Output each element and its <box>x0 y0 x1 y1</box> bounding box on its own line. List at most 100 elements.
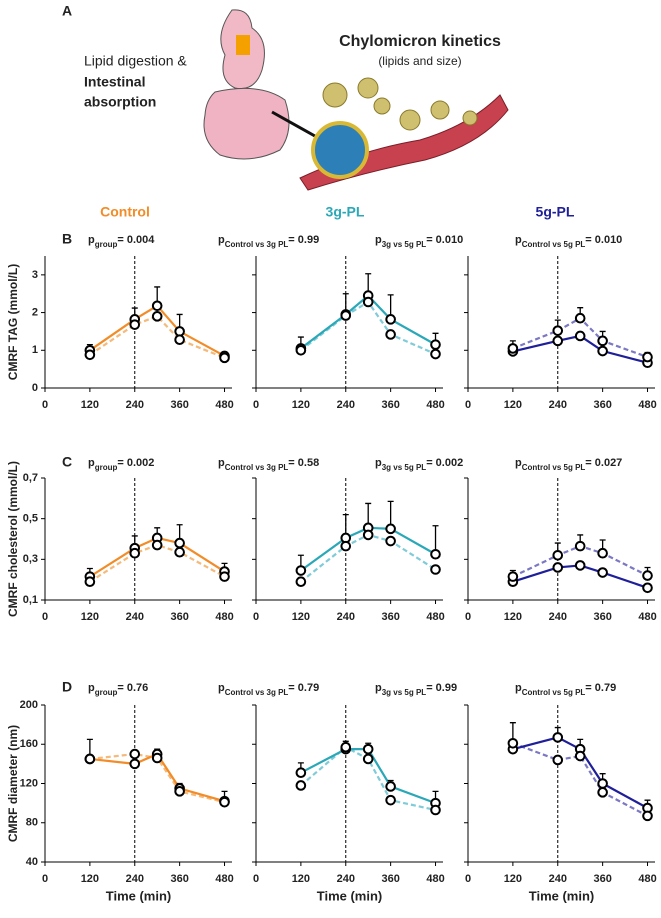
y-tick-label: 40 <box>26 856 38 868</box>
x-tick-label: 360 <box>381 399 399 411</box>
p-text: = 0.76 <box>117 682 148 694</box>
data-point <box>642 570 653 581</box>
p-subscript: Control vs 3g PL <box>225 240 289 249</box>
x-tick-label: 0 <box>253 399 259 411</box>
p-subscript: 3g vs 5g PL <box>382 240 427 249</box>
p-value: pControl vs 5g PL= 0.027 <box>515 457 622 472</box>
data-point <box>362 743 374 755</box>
data-point <box>129 547 141 559</box>
data-point <box>129 319 141 330</box>
data-point <box>340 540 352 552</box>
data-point <box>151 539 163 551</box>
p-text: = 0.58 <box>288 457 319 469</box>
x-tick-label: 120 <box>81 399 99 411</box>
data-point <box>151 311 163 322</box>
data-point <box>295 344 307 356</box>
y-tick-label: 2 <box>32 306 38 318</box>
y-tick-label: 200 <box>20 699 38 711</box>
data-point <box>507 343 519 354</box>
p-value: pgroup= 0.004 <box>88 234 155 249</box>
p-subscript: Control vs 3g PL <box>225 463 289 472</box>
y-tick-label: 0 <box>32 382 38 394</box>
x-tick-label: 0 <box>465 399 471 411</box>
p-value: p3g vs 5g PL= 0.99 <box>375 682 457 697</box>
x-axis-label: Time (min) <box>317 888 383 903</box>
data-point <box>642 582 653 594</box>
data-point <box>84 349 96 361</box>
p-text: = 0.004 <box>117 234 155 246</box>
data-point <box>597 787 608 798</box>
data-point <box>385 523 396 535</box>
chylomicron <box>311 121 369 179</box>
x-tick-label: 0 <box>253 873 259 885</box>
x-tick-label: 240 <box>549 611 567 623</box>
p-value: pControl vs 3g PL= 0.99 <box>218 234 319 249</box>
x-tick-label: 240 <box>549 873 567 885</box>
data-point <box>642 810 653 822</box>
panel-text: Lipid digestion & <box>84 53 187 69</box>
data-point <box>129 748 141 760</box>
p-value: pgroup= 0.76 <box>88 682 148 697</box>
bile <box>236 35 250 55</box>
data-point <box>295 780 307 791</box>
p-value: pControl vs 5g PL= 0.010 <box>515 234 622 249</box>
data-point <box>597 567 608 578</box>
data-point <box>574 312 586 324</box>
p-subscript: Control vs 5g PL <box>522 240 586 249</box>
p-value: pControl vs 3g PL= 0.58 <box>218 457 319 472</box>
data-point <box>219 352 230 364</box>
data-point <box>362 296 374 308</box>
p-symbol: p <box>218 457 225 469</box>
data-point <box>151 300 163 312</box>
y-tick-label: 0,5 <box>23 513 38 525</box>
p-symbol: p <box>515 234 522 246</box>
p-value: p3g vs 5g PL= 0.010 <box>375 234 463 249</box>
p-symbol: p <box>375 682 382 694</box>
data-point <box>385 329 396 340</box>
row-label: B <box>62 231 72 247</box>
y-tick-label: 120 <box>20 777 38 789</box>
x-tick-label: 480 <box>426 873 444 885</box>
data-point <box>597 547 608 559</box>
x-tick-label: 480 <box>426 611 444 623</box>
data-point <box>174 537 185 549</box>
y-tick-label: 160 <box>20 738 38 750</box>
x-tick-label: 120 <box>504 399 522 411</box>
x-tick-label: 480 <box>638 873 656 885</box>
p-value: pgroup= 0.002 <box>88 457 154 472</box>
arrow <box>271 110 323 142</box>
p-text: = 0.79 <box>288 682 319 694</box>
chylomicron-small <box>357 77 379 99</box>
panel-title: Chylomicron kinetics <box>339 33 501 50</box>
data-point <box>84 753 96 765</box>
chylomicron-small <box>322 82 348 108</box>
p-symbol: p <box>375 234 382 246</box>
p-subscript: Control vs 5g PL <box>522 688 586 697</box>
x-tick-label: 240 <box>337 873 355 885</box>
p-subscript: group <box>95 463 118 472</box>
data-point <box>295 576 307 588</box>
p-symbol: p <box>218 682 225 694</box>
data-point <box>597 345 608 357</box>
panel-label: A <box>62 3 72 19</box>
data-point <box>385 794 396 806</box>
p-text: = 0.002 <box>117 457 154 469</box>
series-line <box>89 543 226 583</box>
column-title: 3g-PL <box>326 204 365 220</box>
intestine <box>203 87 290 160</box>
data-point <box>552 562 564 573</box>
data-point <box>362 529 374 541</box>
data-point <box>430 564 441 575</box>
data-point <box>574 330 586 342</box>
p-subscript: Control vs 5g PL <box>522 463 586 472</box>
panel-subtitle: (lipids and size) <box>378 54 461 68</box>
series-line <box>512 742 649 817</box>
y-axis-label: CMRF cholesterol (mmol/L) <box>6 461 20 617</box>
x-tick-label: 360 <box>593 399 611 411</box>
chylomicron-small <box>462 110 478 126</box>
x-tick-label: 240 <box>126 399 144 411</box>
data-point <box>552 325 564 336</box>
x-tick-label: 0 <box>42 611 48 623</box>
chylomicron-small <box>373 97 391 115</box>
data-point <box>385 781 396 792</box>
